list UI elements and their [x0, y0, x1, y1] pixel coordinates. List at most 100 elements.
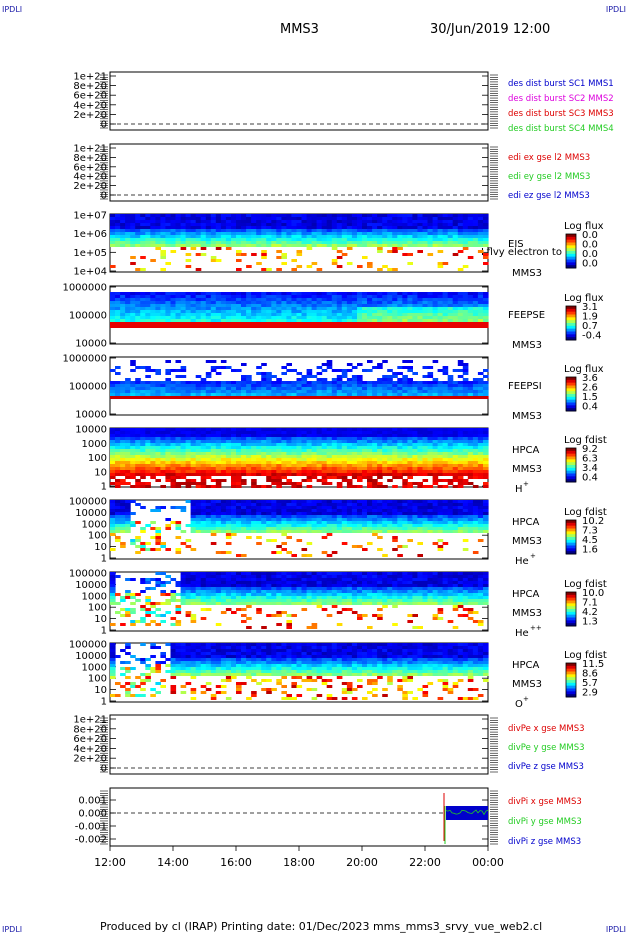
spectrogram-cell	[286, 387, 292, 390]
spectrogram-cell	[286, 515, 292, 518]
spectrogram-cell	[362, 512, 368, 515]
spectrogram-cell	[306, 443, 313, 446]
spectrogram-cell	[190, 461, 197, 464]
spectrogram-cell	[407, 524, 413, 527]
spectrogram-cell	[246, 319, 252, 322]
spectrogram-cell	[311, 467, 318, 470]
spectrogram-cell	[205, 470, 212, 473]
spectrogram-cell	[175, 322, 182, 325]
spectrogram-cell	[422, 449, 429, 452]
spectrogram-cell	[251, 473, 257, 476]
spectrogram-cell	[417, 515, 423, 518]
spectrogram-cell	[276, 506, 282, 509]
spectrogram-cell	[336, 458, 343, 461]
spectrogram-cell	[125, 381, 131, 384]
spectrogram-cell	[392, 304, 398, 307]
spectrogram-cell	[407, 253, 413, 256]
spectrogram-cell	[367, 437, 373, 440]
spectrogram-cell	[155, 232, 161, 235]
spectrogram-cell	[246, 527, 252, 530]
spectrogram-cell	[185, 381, 192, 384]
spectrogram-cell	[200, 247, 207, 250]
spectrogram-cell	[382, 396, 388, 399]
spectrogram-cell	[326, 244, 333, 247]
spectrogram-cell	[165, 304, 171, 307]
spectrogram-cell	[477, 238, 484, 241]
spectrogram-cell	[266, 378, 272, 381]
spectrogram-cell	[447, 393, 454, 396]
spectrogram-cell	[220, 473, 227, 476]
spectrogram-cell	[452, 316, 459, 319]
spectrogram-cell	[271, 530, 277, 533]
y-tick-label: 100	[88, 603, 107, 614]
spectrogram-cell	[271, 440, 277, 443]
spectrogram-cell	[372, 393, 378, 396]
spectrogram-cell	[220, 458, 227, 461]
spectrogram-cell	[195, 428, 202, 431]
spectrogram-cell	[447, 479, 454, 482]
spectrogram-cell	[422, 500, 429, 503]
spectrogram-cell	[407, 322, 413, 325]
spectrogram-cell	[367, 476, 373, 479]
spectrogram-cell	[477, 244, 484, 247]
spectrogram-cell	[427, 390, 434, 393]
spectrogram-cell	[467, 437, 474, 440]
spectrogram-cell	[210, 512, 217, 515]
spectrogram-cell	[472, 431, 479, 434]
spectrogram-cell	[321, 292, 328, 295]
spectrogram-cell	[447, 223, 454, 226]
spectrogram-cell	[140, 542, 146, 545]
spectrogram-cell	[271, 464, 277, 467]
spectrogram-cell	[180, 530, 187, 533]
spectrogram-cell	[281, 226, 287, 229]
spectrogram-cell	[155, 235, 161, 238]
spectrogram-cell	[210, 390, 217, 393]
spectrogram-cell	[210, 464, 217, 467]
spectrogram-cell	[200, 310, 207, 313]
spectrogram-cell	[210, 232, 217, 235]
spectrogram-cell	[110, 428, 116, 431]
spectrogram-cell	[457, 241, 464, 244]
spectrogram-cell	[467, 470, 474, 473]
spectrogram-cell	[291, 304, 297, 307]
spectrogram-cell	[457, 440, 464, 443]
spectrogram-cell	[442, 232, 449, 235]
spectrogram-cell	[331, 229, 338, 232]
spectrogram-cell	[110, 322, 116, 325]
spectrogram-cell	[432, 458, 439, 461]
spectrogram-cell	[341, 542, 348, 545]
spectrogram-cell	[437, 238, 444, 241]
spectrogram-cell	[231, 467, 237, 470]
spectrogram-cell	[457, 268, 464, 271]
spectrogram-cell	[417, 325, 423, 328]
spectrogram-cell	[175, 301, 182, 304]
spectrogram-cell	[437, 313, 444, 316]
spectrogram-cell	[357, 238, 363, 241]
spectrogram-cell	[367, 521, 373, 524]
y-tick-label: 6e+20	[73, 162, 107, 173]
spectrogram-cell	[387, 530, 393, 533]
spectrogram-cell	[165, 470, 171, 473]
spectrogram-cell	[150, 223, 156, 226]
spectrogram-cell	[170, 396, 177, 399]
spectrogram-cell	[336, 295, 343, 298]
spectrogram-cell	[160, 461, 166, 464]
spectrogram-cell	[225, 446, 232, 449]
spectrogram-cell	[220, 506, 227, 509]
spectrogram-cell	[362, 396, 368, 399]
spectrogram-cell	[412, 512, 418, 515]
spectrogram-cell	[316, 443, 323, 446]
spectrogram-cell	[276, 500, 282, 503]
spectrogram-cell	[236, 393, 242, 396]
spectrogram-cell	[225, 220, 232, 223]
spectrogram-cell	[402, 473, 408, 476]
y-tick-label: 1000	[82, 439, 107, 450]
spectrogram-cell	[483, 375, 489, 378]
spectrogram-cell	[336, 301, 343, 304]
spectrogram-cell	[125, 593, 131, 596]
spectrogram-cell	[362, 226, 368, 229]
spectrogram-cell	[180, 232, 187, 235]
spectrogram-cell	[125, 316, 131, 319]
spectrogram-cell	[190, 217, 197, 220]
spectrogram-cell	[351, 434, 358, 437]
